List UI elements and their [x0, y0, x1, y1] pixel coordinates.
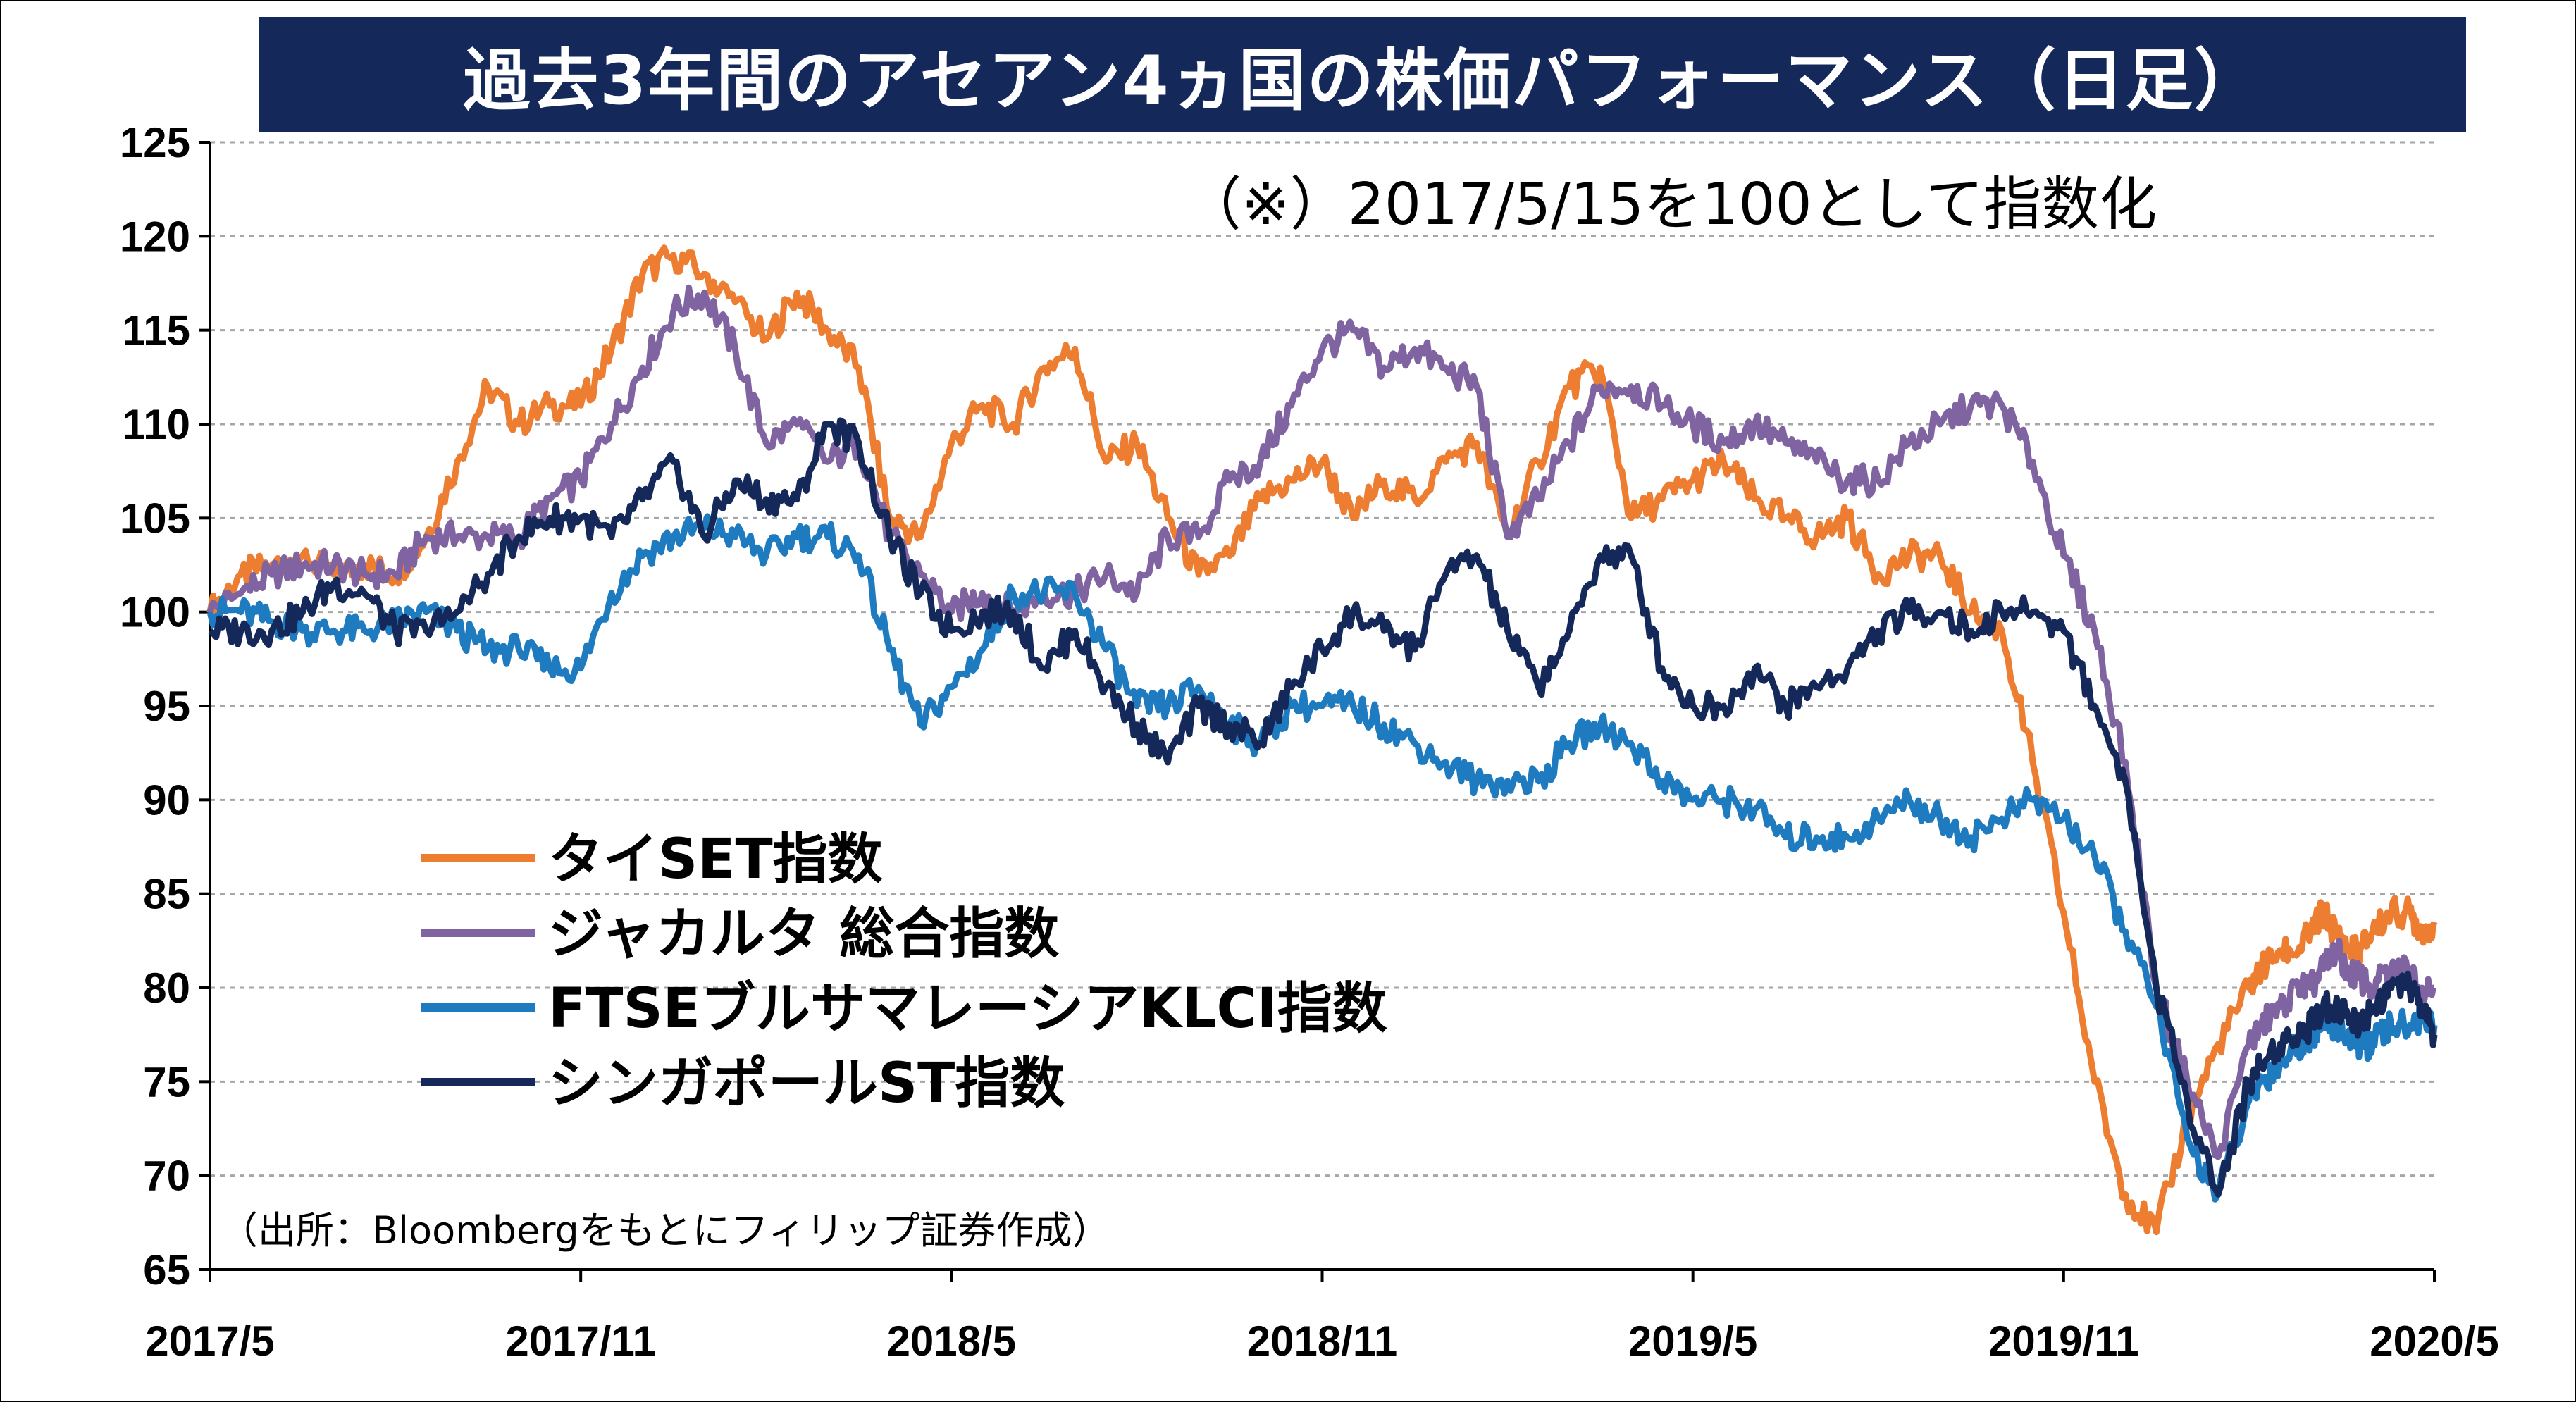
y-tick-label: 70	[143, 1153, 190, 1200]
legend-label: シンガポールST指数	[548, 1052, 1065, 1115]
y-tick-label: 90	[143, 776, 190, 824]
y-tick-label: 85	[143, 871, 190, 918]
y-tick-labels: 65 70 75 80 85 90 95 100 105 110 115 120 125	[120, 119, 210, 1294]
series-lines	[206, 244, 2438, 1236]
series-line	[206, 244, 2438, 1236]
series-line	[206, 284, 2436, 1160]
y-tick-label: 80	[143, 964, 190, 1012]
y-tick-label: 100	[120, 589, 190, 636]
x-tick-label: 2018/11	[1247, 1317, 1398, 1365]
legend-label: タイSET指数	[548, 828, 883, 891]
y-tick-label: 75	[143, 1058, 190, 1105]
y-tick-label: 65	[143, 1246, 190, 1294]
x-tick-label: 2019/11	[1988, 1317, 2139, 1365]
source-note: （出所：Bloombergをもとにフィリップ証券作成）	[220, 1208, 1110, 1253]
x-tick-label: 2020/5	[2370, 1317, 2499, 1365]
x-tick-label: 2019/5	[1628, 1317, 1758, 1365]
y-tick-label: 125	[120, 119, 190, 166]
y-tick-label: 95	[143, 683, 190, 730]
series-line	[208, 417, 2438, 1198]
x-tick-label: 2017/5	[145, 1317, 275, 1365]
x-tick-labels: 2017/5 2017/11 2018/5 2018/11 2019/5 2019/11 2…	[145, 1270, 2499, 1365]
x-tick-label: 2018/5	[887, 1317, 1017, 1365]
y-tick-label: 120	[120, 213, 190, 260]
legend-label: ジャカルタ 総合指数	[548, 902, 1059, 966]
chart-title: 過去3年間のアセアン4ヵ国の株価パフォーマンス（日足）	[259, 17, 2466, 132]
x-tick-label: 2017/11	[505, 1317, 656, 1365]
y-tick-label: 105	[120, 495, 190, 542]
chart-subtitle: （※）2017/5/15を100として指数化	[1184, 171, 2157, 238]
legend-label: FTSEブルサマレーシアKLCI指数	[548, 977, 1387, 1041]
y-tick-label: 115	[122, 307, 190, 354]
y-tick-label: 110	[122, 401, 190, 448]
